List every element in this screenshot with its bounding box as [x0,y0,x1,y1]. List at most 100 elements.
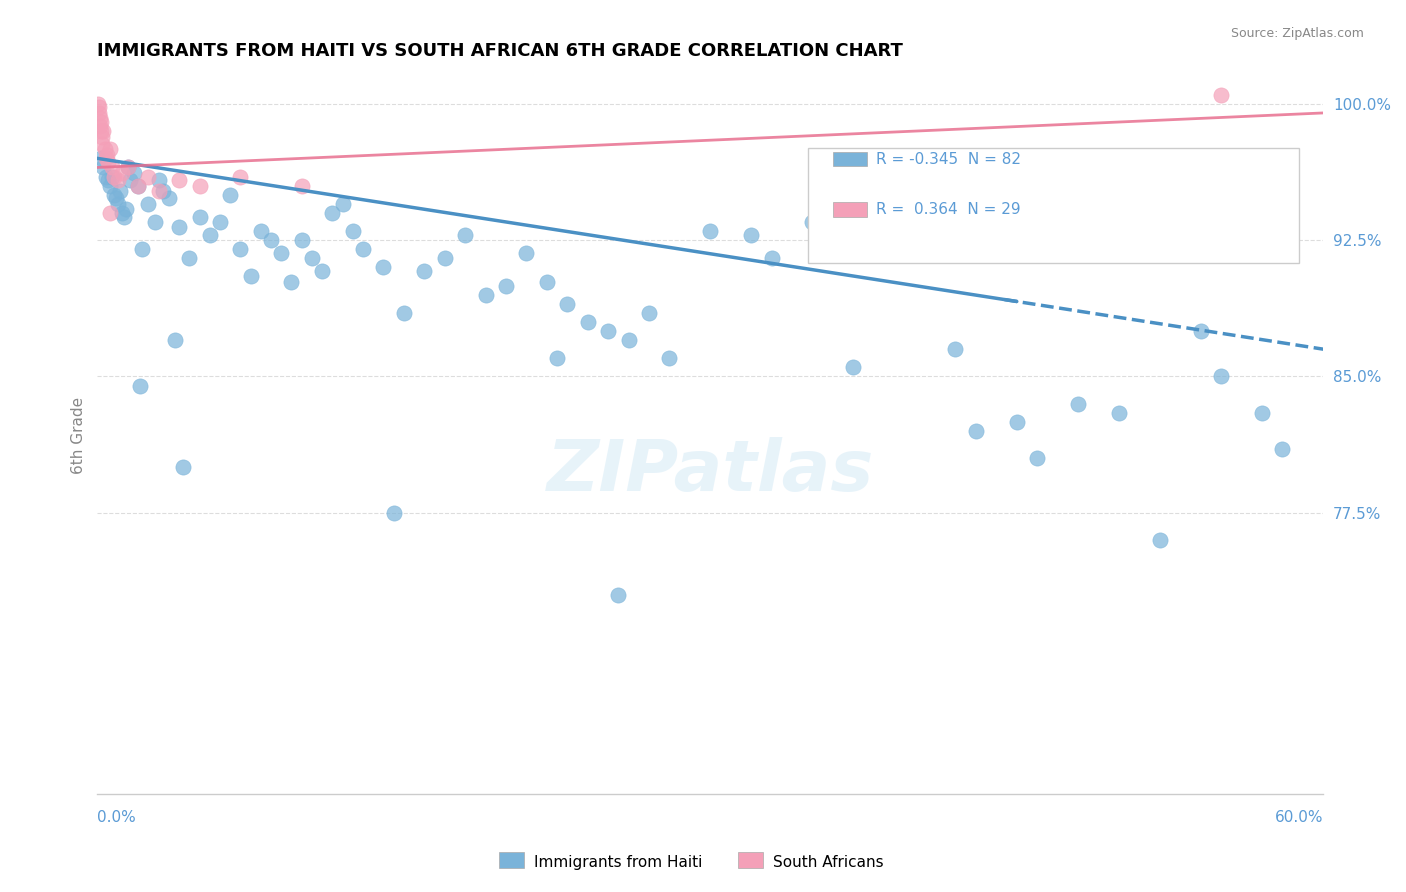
Point [546,351,568,366]
FancyBboxPatch shape [832,152,868,166]
Text: 0.0%: 0.0% [97,810,136,825]
Point [89,101,111,115]
Point [260,233,283,247]
Text: R = -0.345  N = 82: R = -0.345 N = 82 [876,152,1021,167]
Point [100,169,122,184]
Text: R =  0.364  N = 29: R = 0.364 N = 29 [876,202,1021,217]
Point [332,196,354,211]
Point [94,169,117,184]
Point [129,378,152,392]
Point [474,287,496,301]
Point [118,173,141,187]
Point [761,252,783,266]
Point [117,161,139,175]
Point [93,124,115,138]
Point [229,242,252,256]
Text: IMMIGRANTS FROM HAITI VS SOUTH AFRICAN 6TH GRADE CORRELATION CHART: IMMIGRANTS FROM HAITI VS SOUTH AFRICAN 6… [97,42,903,60]
Point [103,169,125,184]
Text: Source: ZipAtlas.com: Source: ZipAtlas.com [1230,27,1364,40]
Point [1067,397,1090,411]
Point [89,119,111,133]
Point [127,178,149,193]
Point [90,124,112,138]
Point [97,155,120,169]
Point [111,166,134,180]
Point [801,215,824,229]
Point [433,252,456,266]
Point [373,260,395,275]
Point [90,115,112,129]
Point [229,169,252,184]
Point [90,152,112,166]
Point [413,264,436,278]
Point [188,178,211,193]
Point [131,242,153,256]
Point [555,297,578,311]
Bar [738,852,763,868]
Point [89,112,111,126]
Point [945,342,967,356]
Point [111,206,134,220]
Point [342,224,364,238]
FancyBboxPatch shape [808,148,1299,263]
Point [352,242,374,256]
Point [198,227,221,242]
Point [515,245,537,260]
Point [96,147,118,161]
Point [842,360,865,375]
Point [219,187,242,202]
Point [270,245,292,260]
Bar [499,852,524,868]
Point [1271,442,1294,457]
Point [104,191,127,205]
Point [821,220,844,235]
Point [93,142,115,156]
Point [148,184,170,198]
Point [1189,324,1212,338]
Point [924,245,946,260]
Point [143,215,166,229]
Point [965,424,987,438]
Point [100,161,122,175]
Point [98,178,121,193]
Point [98,142,121,156]
Point [112,210,135,224]
Point [1211,87,1233,102]
Point [1251,406,1274,420]
Point [87,96,110,111]
Point [117,161,139,175]
Point [103,187,125,202]
Text: South Africans: South Africans [773,855,884,870]
Point [90,129,112,144]
Point [93,161,115,175]
Point [107,173,129,187]
Point [97,173,120,187]
Point [301,252,323,266]
Point [382,506,405,520]
Point [249,224,271,238]
Point [1026,451,1049,466]
Point [1149,533,1171,547]
FancyBboxPatch shape [832,202,868,217]
Point [1108,406,1130,420]
Point [179,252,201,266]
Point [291,178,314,193]
Point [107,196,129,211]
Point [311,264,333,278]
Point [188,210,211,224]
Point [138,196,160,211]
Point [638,306,661,320]
Point [115,202,138,217]
Point [321,206,343,220]
Point [1211,369,1233,384]
Point [94,152,117,166]
Point [699,224,721,238]
Text: Immigrants from Haiti: Immigrants from Haiti [534,855,703,870]
Point [87,106,110,120]
Point [108,184,131,198]
Point [536,275,558,289]
Point [576,315,599,329]
Point [157,191,180,205]
Point [740,227,762,242]
Point [392,306,415,320]
